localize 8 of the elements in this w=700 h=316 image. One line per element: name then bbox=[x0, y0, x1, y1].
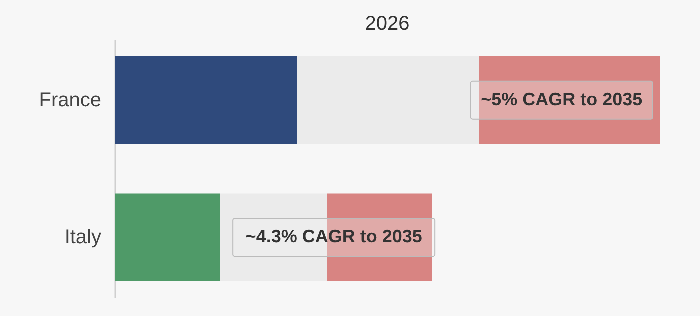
bar bbox=[115, 56, 298, 144]
annotation: ~4.3% CAGR to 2035 bbox=[246, 226, 422, 247]
chart-title: 2026 bbox=[365, 13, 410, 35]
bar bbox=[297, 56, 480, 144]
bar bbox=[115, 194, 220, 282]
y-tick-label: France bbox=[39, 89, 102, 112]
annotation: ~5% CAGR to 2035 bbox=[481, 89, 643, 110]
y-tick-label: Italy bbox=[64, 226, 102, 249]
